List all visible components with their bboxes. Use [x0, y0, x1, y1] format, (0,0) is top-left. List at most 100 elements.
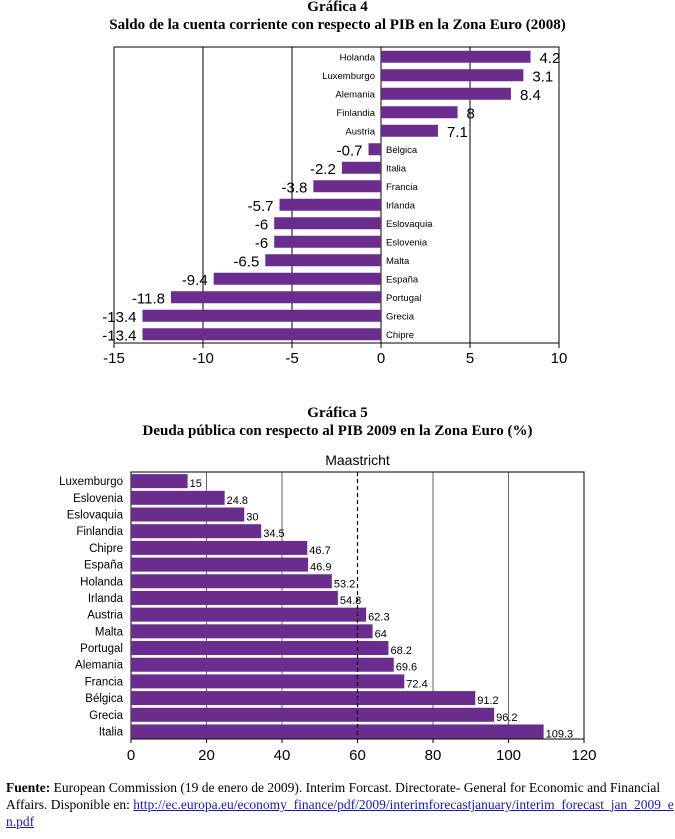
- chart4-xtick-label: 0: [377, 350, 385, 367]
- chart5-data-label: 15: [190, 478, 202, 490]
- chart5-category-label: Luxemburgo: [59, 476, 123, 488]
- chart5-data-label: 91.2: [477, 695, 498, 707]
- chart4-data-label: -0.7: [337, 142, 363, 159]
- chart4-xtick-label: -5: [285, 350, 298, 367]
- chart5-category-label: Eslovaquia: [67, 510, 124, 522]
- chart4-bar: [381, 106, 458, 119]
- chart5-category-label: Malta: [95, 626, 124, 638]
- chart4-bar: [381, 69, 524, 82]
- chart5-xtick-label: 40: [274, 747, 291, 764]
- chart4-data-label: -9.4: [182, 272, 208, 289]
- chart5-data-label: 109.3: [546, 728, 574, 740]
- chart4-bar: [368, 143, 381, 156]
- chart4-category-label: España: [386, 274, 419, 285]
- chart5-category-label: Alemania: [75, 660, 124, 672]
- chart4-bar: [274, 235, 381, 248]
- chart4-category-label: Finlandia: [336, 108, 375, 119]
- chart4-data-label: 4.2: [540, 50, 561, 67]
- chart5-bar: [131, 724, 544, 739]
- chart5-category-label: Portugal: [80, 643, 123, 655]
- chart4-subtitle: Saldo de la cuenta corriente con respect…: [109, 17, 566, 33]
- chart5-title: Gráfica 5: [307, 405, 368, 421]
- chart5-bar: [131, 474, 188, 489]
- chart5-bar: [131, 624, 373, 639]
- chart4-plot-frame: [113, 46, 560, 344]
- chart4-category-label: Eslovaquia: [386, 219, 433, 230]
- chart5-xtick-label: 120: [571, 747, 596, 764]
- chart5-data-label: 69.6: [396, 662, 417, 674]
- chart5-data-label: 68.2: [390, 645, 411, 657]
- chart5-bar: [131, 574, 332, 589]
- chart4-category-label: Luxemburgo: [322, 71, 375, 82]
- chart4-xtick-label: -10: [192, 350, 214, 367]
- source-footer: Fuente: European Commission (19 de enero…: [6, 779, 674, 830]
- chart4-category-label: Bélgica: [386, 145, 418, 156]
- chart5-bar: [131, 641, 389, 656]
- chart5-data-label: 62.3: [368, 612, 389, 624]
- chart4-title: Gráfica 4: [307, 0, 368, 15]
- chart4-data-label: 3.1: [532, 68, 553, 85]
- chart4-bar: [274, 217, 381, 230]
- source-link[interactable]: http://ec.europa.eu/economy_finance/pdf/…: [6, 797, 674, 829]
- chart4-xtick-label: 5: [466, 350, 474, 367]
- chart5-category-label: Holanda: [80, 576, 123, 588]
- chart4-data-label: -5.7: [248, 198, 274, 215]
- chart5-data-label: 46.7: [309, 545, 330, 557]
- chart5-xtick-label: 20: [198, 747, 215, 764]
- chart5-bar: [131, 691, 476, 706]
- chart4-bar: [313, 180, 381, 193]
- chart4-category-label: Grecia: [386, 311, 415, 322]
- chart4-bar: [170, 291, 381, 304]
- chart5-category-label: Italia: [99, 726, 124, 738]
- chart4-current-account-balance: -15 -10 -5 0 5 10 Holanda 4.2 Luxemburgo 3.1 Alema…: [102, 46, 567, 367]
- chart4-data-label: -13.4: [102, 327, 136, 344]
- chart5-bar: [131, 707, 495, 722]
- chart5-maastricht-label: Maastricht: [325, 452, 390, 468]
- chart4-category-label: Portugal: [386, 293, 421, 304]
- chart4-data-label: -6: [255, 235, 268, 252]
- chart4-category-label: Francia: [386, 182, 418, 193]
- chart4-category-label: Chipre: [386, 330, 414, 341]
- chart4-data-label: -3.8: [282, 179, 308, 196]
- chart5-category-label: Eslovenia: [73, 493, 123, 505]
- chart5-category-label: Irlanda: [88, 593, 124, 605]
- chart4-data-label: -2.2: [310, 161, 336, 178]
- chart4-bar: [279, 198, 381, 211]
- chart5-xtick-label: 80: [425, 747, 442, 764]
- chart5-category-label: España: [84, 560, 124, 572]
- chart4-data-label: 7.1: [447, 124, 468, 141]
- chart5-category-label: Bélgica: [85, 693, 123, 705]
- chart5-bar: [131, 657, 394, 672]
- chart4-data-label: -6.5: [233, 253, 259, 270]
- chart5-xtick-label: 0: [127, 747, 135, 764]
- chart5-data-label: 53.2: [334, 578, 355, 590]
- footer-text: European Commission (19 de enero de 2009…: [6, 780, 661, 812]
- chart5-category-label: Francia: [85, 676, 124, 688]
- chart4-category-label: Austria: [345, 126, 375, 137]
- chart5-data-label: 54.8: [340, 595, 361, 607]
- chart4-category-label: Irlanda: [386, 200, 416, 211]
- chart5-data-label: 96.2: [496, 712, 517, 724]
- chart5-category-label: Austria: [87, 610, 123, 622]
- chart5-bar: [131, 674, 405, 689]
- chart5-category-label: Chipre: [89, 543, 123, 555]
- chart5-bar: [131, 607, 367, 622]
- chart4-data-label: -13.4: [102, 309, 136, 326]
- chart4-category-label: Alemania: [335, 89, 375, 100]
- chart4-category-label: Eslovenia: [386, 237, 428, 248]
- footer-label: Fuente:: [6, 780, 51, 795]
- chart4-bar: [341, 161, 381, 174]
- chart4-xtick-label: -15: [103, 350, 125, 367]
- chart5-bar: [131, 557, 309, 572]
- chart4-bar: [381, 124, 438, 137]
- chart4-data-label: -6: [255, 216, 268, 233]
- chart4-bar: [381, 87, 511, 100]
- chart5-bar: [131, 490, 225, 505]
- chart4-data-label: -11.8: [132, 290, 165, 307]
- chart4-data-label: 8: [467, 105, 475, 122]
- chart5-xtick-label: 60: [349, 747, 366, 764]
- chart5-bar: [131, 540, 308, 555]
- chart5-bar: [131, 590, 338, 605]
- chart4-data-label: 8.4: [520, 87, 541, 104]
